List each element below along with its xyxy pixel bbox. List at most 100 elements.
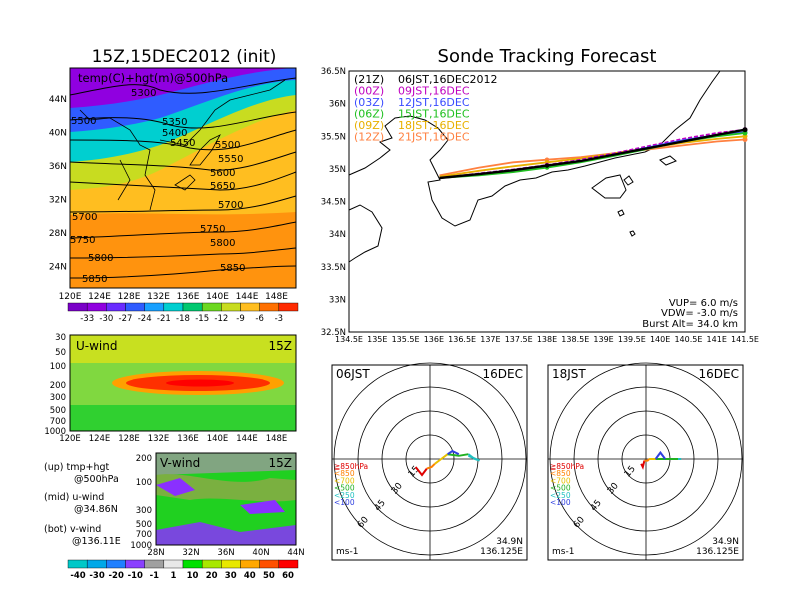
colorbar-swatch [259,302,280,312]
uwind-lower [70,405,296,431]
colorbar-label: -10 [128,571,143,581]
colorbar-label: -30 [99,314,113,324]
tick-label: 140E [207,434,229,444]
tick-label: 1000 [44,427,66,437]
contour-label: 5450 [170,138,195,149]
hodograph-time: 18JST [552,367,586,381]
legend-code: (03Z) [354,96,384,109]
level-legend: <500 [550,484,571,493]
tick-label: 144E [236,434,258,444]
tick-label: 700 [50,417,66,427]
tick-label: 132E [148,434,170,444]
legend-code: (00Z) [354,85,384,98]
contour-label: 5800 [88,253,113,264]
tick-label: 139E [593,335,613,344]
colorbar-swatch [144,559,165,569]
colorbar-label: 1 [170,571,176,581]
legend-up2: @500hPa [74,474,119,485]
hodograph-line [467,453,480,462]
tick-label: 28N [49,229,67,239]
vwind-time: 15Z [269,456,293,470]
colorbar-swatch [221,302,241,312]
colorbar-swatch [201,559,222,569]
colorbar-label: -20 [109,571,124,581]
vwind-lat-axis: 28N 32N 36N 40N 44N [147,548,304,558]
legend-time: 21JST,16DEC [398,131,470,144]
coast-shikoku [348,204,383,263]
tick-label: 200 [50,381,66,391]
tick-label: 1000 [130,541,152,551]
tick-label: 36.5N [321,67,346,77]
map-frame [69,67,297,289]
panel-legend: (up) tmp+hgt @500hPa (mid) u-wind @34.86… [44,462,121,547]
uwind-panel: U-wind 15Z [69,334,297,432]
colorbar-swatch [278,559,299,569]
colorbar-label: -18 [176,314,190,324]
tick-label: 138.5E [561,335,589,344]
track-series [439,127,748,180]
legend-code: (12Z) [354,131,384,144]
colorbar-swatch [106,559,126,569]
hodograph-line [434,453,449,465]
track-line [439,128,746,180]
legend-bot: (bot) v-wind [44,524,101,535]
legend-time: 12JST,16DEC [398,96,470,109]
hodograph-line [426,463,436,470]
tick-label: 34N [329,230,346,240]
colorbar-swatch [125,559,145,569]
hodograph-line [447,453,469,457]
coast-honshu [348,70,721,227]
tick-label: 50 [55,348,66,358]
level-legend: <700 [550,476,571,485]
colorbar-swatch [182,559,203,569]
colorbar-label: -15 [195,314,209,324]
colorbar-label: -30 [89,571,104,581]
uwind-time: 15Z [269,339,293,353]
level-legend: <250 [550,491,571,500]
tick-label: 33.5N [321,263,346,273]
tick-label: 120E [59,292,82,302]
hodograph-lon: 136.125E [480,547,523,557]
tick-label: 134.5E [335,335,363,344]
tick-label: 141.5E [731,335,759,344]
tick-label: 30 [55,333,66,343]
tick-label: 135.5E [392,335,420,344]
legend-up: (up) tmp+hgt [44,462,110,473]
temp-height-map: temp(C)+hgt(m)@500hPa 5300 5350 5400 545… [69,67,297,289]
tick-label: 300 [136,506,152,516]
tick-label: 136.5E [448,335,476,344]
hodograph-line [414,466,428,477]
tracking-title: Sonde Tracking Forecast [438,46,657,67]
tick-label: 141E [707,335,727,344]
colorbar-swatch [163,302,184,312]
tick-label: 120E [59,434,81,444]
tick-label: 300 [50,393,66,403]
level-legend: <100 [334,498,355,507]
level-legend: <850 [550,469,571,478]
level-legend: <700 [334,476,355,485]
vwind-mid [156,474,296,502]
height-contours [69,77,297,279]
izu-peninsula [591,174,627,199]
level-legend: <100 [550,498,571,507]
tick-label: 44N [49,95,67,105]
colorbar-label: -21 [157,314,171,324]
hodograph-line [654,450,667,460]
hodograph-line [447,449,460,456]
svg-text:.: . [354,76,357,87]
jet-max [166,379,234,387]
colorbar-label: -27 [119,314,133,324]
tick-label: 200 [136,454,152,464]
tick-label: 138E [537,335,557,344]
legend-code: (06Z) [354,108,384,121]
contour-label: 5600 [210,168,235,179]
tick-label: 139.5E [618,335,646,344]
track-line [439,135,746,178]
tick-label: 32.5N [321,328,346,338]
tick-label: 36N [217,548,234,558]
hodograph-line [640,460,646,470]
